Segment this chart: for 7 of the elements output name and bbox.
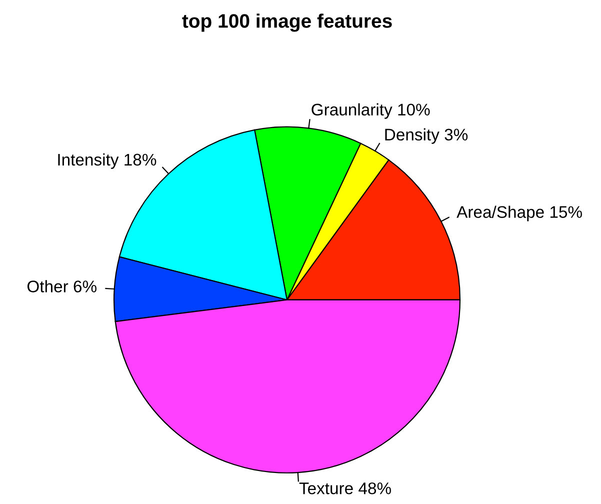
slice-label: Graunlarity 10% bbox=[312, 103, 430, 119]
slice-label: Intensity 18% bbox=[58, 153, 156, 169]
slice-label: Area/Shape 15% bbox=[456, 206, 582, 222]
chart-title: top 100 image features bbox=[182, 14, 392, 32]
slice-label: Texture 48% bbox=[299, 482, 391, 494]
slice-label: Other 6% bbox=[27, 280, 96, 292]
slice-label: Density 3% bbox=[385, 128, 468, 144]
